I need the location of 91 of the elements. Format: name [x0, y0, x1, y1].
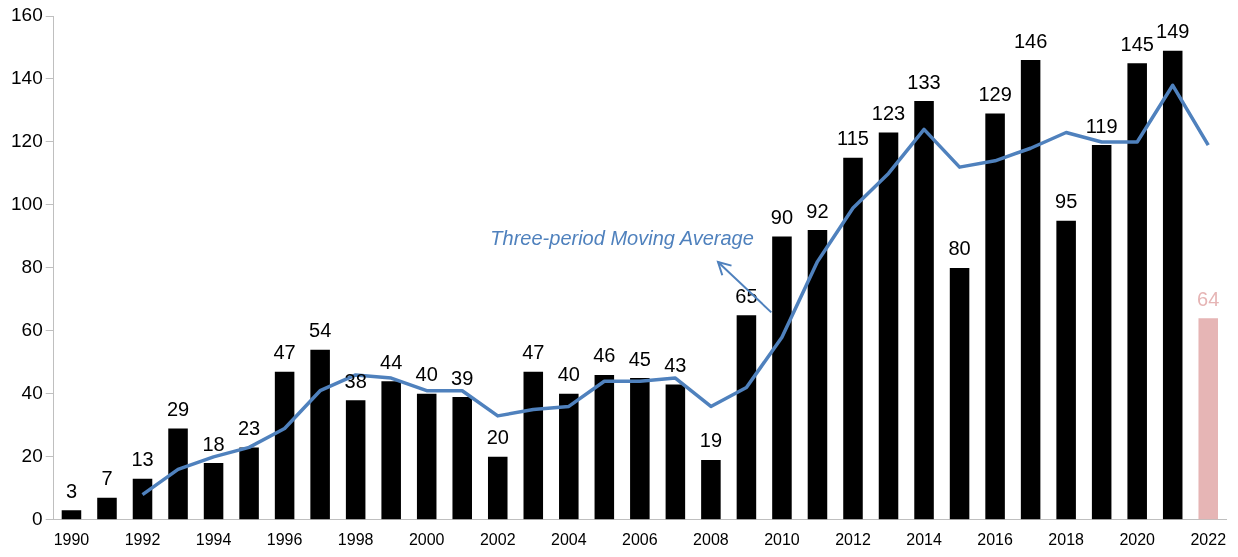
- data-label: 80: [948, 237, 971, 260]
- y-tick-label: 0: [32, 508, 43, 530]
- bar: [878, 132, 899, 520]
- data-label: 43: [664, 353, 687, 376]
- data-label: 129: [978, 83, 1012, 106]
- y-tick-label: 80: [21, 256, 43, 278]
- bar: [772, 236, 792, 520]
- y-tick-label: 140: [11, 67, 43, 89]
- data-label: 119: [1085, 114, 1118, 137]
- bar: [1127, 63, 1147, 520]
- bar: [559, 393, 579, 520]
- y-tick-label: 100: [11, 193, 43, 215]
- bar: [665, 384, 686, 520]
- bar: [345, 400, 366, 520]
- data-label: 146: [1013, 29, 1048, 52]
- bar: [1056, 220, 1076, 520]
- data-label: 92: [806, 199, 829, 222]
- bar: [630, 378, 650, 520]
- y-tick-label: 20: [21, 445, 43, 467]
- bar: [203, 463, 224, 520]
- data-label: 19: [699, 429, 723, 452]
- data-label: 115: [837, 127, 869, 150]
- data-label: 90: [770, 205, 794, 228]
- x-tick-label: 1994: [195, 530, 232, 548]
- data-label: 44: [380, 350, 403, 373]
- bar: [310, 349, 330, 520]
- data-label: 20: [486, 426, 509, 449]
- bar: [807, 230, 828, 520]
- x-tick-label: 1996: [266, 530, 303, 548]
- x-tick-label: 1990: [53, 530, 90, 548]
- y-tick-label: 40: [21, 382, 43, 404]
- x-tick-label: 2008: [693, 530, 729, 548]
- bar: [61, 510, 82, 520]
- data-label: 47: [273, 341, 296, 364]
- data-label: 45: [628, 347, 651, 370]
- bar: [843, 157, 863, 520]
- bar: [914, 101, 934, 520]
- data-label: 47: [522, 341, 545, 364]
- bar: [594, 374, 615, 520]
- data-label: 39: [451, 366, 474, 389]
- bar: [132, 478, 153, 520]
- bar: [97, 497, 117, 520]
- bar: [949, 267, 970, 520]
- text: Three-period Moving Average: [490, 226, 754, 249]
- data-label: 64: [1197, 287, 1220, 310]
- data-label: 123: [871, 102, 906, 125]
- bar: [168, 428, 188, 520]
- x-tick-label: 2014: [906, 530, 942, 548]
- data-label: 149: [1156, 20, 1190, 43]
- x-tick-label: 2000: [408, 530, 445, 548]
- bar: [1091, 145, 1112, 520]
- bar: [523, 371, 544, 520]
- data-label: 133: [907, 70, 941, 93]
- data-label: 95: [1055, 190, 1078, 213]
- bar: [416, 393, 437, 520]
- data-label: 54: [309, 319, 332, 342]
- data-label: 3: [65, 479, 78, 502]
- data-label: 145: [1120, 32, 1154, 55]
- bar: [274, 371, 295, 520]
- x-tick-label: 2010: [764, 530, 800, 548]
- x-tick-label: 2004: [551, 530, 587, 548]
- x-tick-label: 2012: [835, 530, 871, 548]
- bar: [239, 447, 259, 520]
- x-tick-label: 2022: [1190, 530, 1227, 548]
- data-label: 46: [593, 344, 616, 367]
- y-tick-label: 160: [11, 4, 43, 26]
- y-tick-label: 60: [21, 319, 43, 341]
- x-tick-label: 2016: [977, 530, 1013, 548]
- x-tick-label: 1998: [337, 530, 374, 548]
- data-label: 29: [166, 398, 190, 420]
- bar: [1020, 60, 1041, 520]
- data-label: 7: [101, 467, 113, 490]
- bar: [701, 459, 721, 520]
- bar: [985, 113, 1005, 520]
- x-tick-label: 1992: [124, 530, 161, 548]
- bar: [1198, 318, 1219, 520]
- x-tick-label: 2018: [1048, 530, 1085, 548]
- bar: [452, 397, 472, 520]
- data-label: 18: [202, 432, 225, 455]
- data-label: 13: [131, 448, 154, 471]
- bar: [1162, 50, 1183, 520]
- bar: [736, 315, 757, 520]
- x-tick-label: 2020: [1119, 530, 1156, 548]
- y-tick-label: 120: [11, 130, 43, 152]
- bar: [381, 381, 401, 520]
- data-label: 40: [415, 363, 438, 386]
- x-tick-label: 2006: [622, 530, 658, 548]
- x-tick-label: 2002: [479, 530, 516, 548]
- data-label: 23: [237, 416, 261, 439]
- bar: [487, 456, 508, 520]
- data-label: 40: [557, 363, 580, 386]
